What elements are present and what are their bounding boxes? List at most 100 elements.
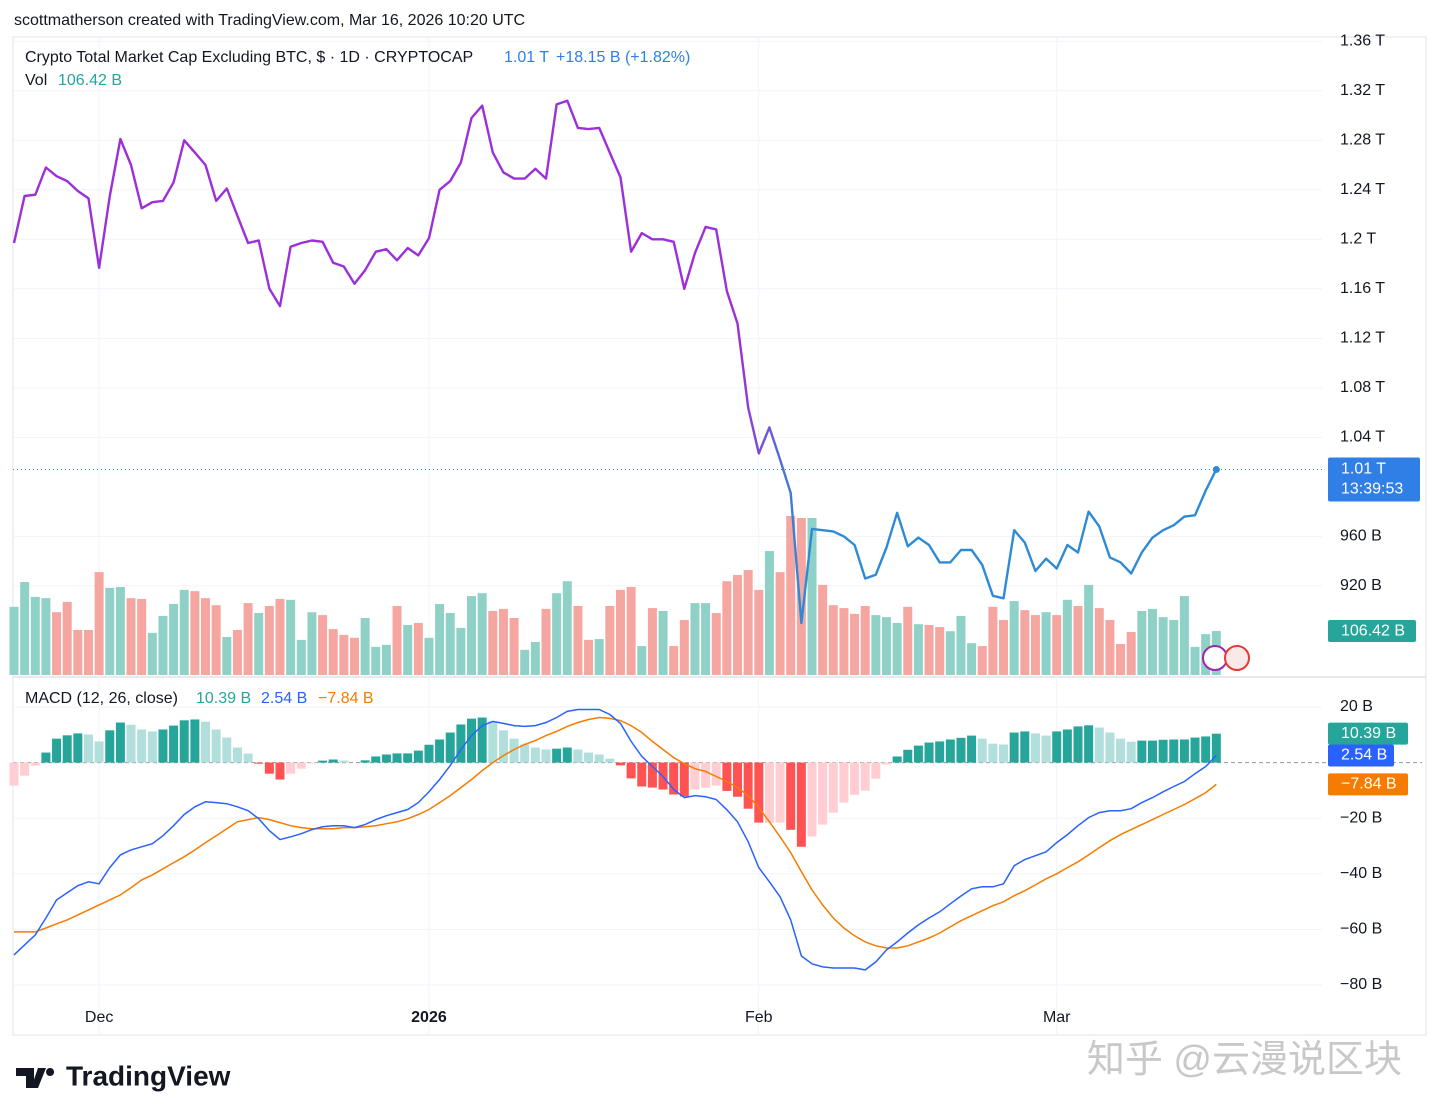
- volume-bar: [647, 608, 657, 675]
- volume-bar: [860, 606, 870, 675]
- histogram-bar: [445, 732, 455, 763]
- volume-bar: [424, 637, 434, 675]
- icon[interactable]: [1224, 645, 1250, 671]
- histogram-bar: [850, 762, 860, 795]
- histogram-bar: [264, 762, 274, 774]
- histogram-bar: [552, 748, 562, 763]
- last-price: 1.01 T: [504, 49, 549, 66]
- y-tick-label: 920 B: [1340, 577, 1382, 594]
- volume-bar: [1009, 601, 1019, 675]
- histogram-bar: [201, 721, 211, 763]
- header: scottmatherson created with TradingView.…: [14, 12, 525, 29]
- y-tick-label: 1.24 T: [1340, 181, 1385, 198]
- volume-bar: [1169, 620, 1179, 675]
- countdown: 13:39:53: [1341, 481, 1403, 498]
- logo-text[interactable]: TradingView: [66, 1060, 231, 1091]
- histogram-bar: [307, 762, 317, 764]
- volume-bar: [360, 617, 370, 675]
- volume-bar: [1126, 632, 1136, 675]
- logo-mark[interactable]: [16, 1068, 55, 1088]
- logo[interactable]: TradingView: [16, 1060, 231, 1091]
- volume-bar: [137, 598, 147, 675]
- volume-badge-bg: [1328, 620, 1416, 643]
- histogram-bar: [52, 738, 62, 763]
- histogram-bar: [647, 762, 657, 788]
- histogram-bar: [945, 739, 955, 763]
- icon[interactable]: [1202, 645, 1228, 671]
- histogram-bar: [520, 744, 530, 763]
- histogram-bar: [573, 749, 583, 763]
- histogram-bar: [328, 759, 338, 763]
- histogram-bar: [903, 749, 913, 763]
- volume-bar: [371, 646, 381, 675]
- volume-bar: [307, 612, 317, 675]
- volume-bar: [52, 612, 62, 675]
- change: +18.15 B (+1.82%): [556, 49, 690, 66]
- histogram-bar: [296, 762, 306, 769]
- histogram-bar: [83, 734, 93, 763]
- volume-bar: [871, 615, 881, 675]
- volume-bar: [850, 613, 860, 675]
- macd-badge-bg: [1328, 744, 1394, 767]
- volume-badge: 106.42 B: [1341, 622, 1405, 639]
- histogram-bar: [392, 753, 402, 763]
- histogram-bar: [424, 744, 434, 763]
- volume-bar: [530, 641, 540, 675]
- volume-bar: [1041, 612, 1051, 675]
- y-tick-label: −60 B: [1340, 921, 1382, 938]
- volume-bar: [467, 596, 477, 675]
- volume-bar: [222, 636, 232, 675]
- volume-bar: [73, 629, 83, 675]
- volume-bar: [62, 601, 72, 675]
- histogram-bar: [1211, 733, 1221, 763]
- histogram-bar: [626, 762, 636, 779]
- histogram-bar: [1030, 733, 1040, 763]
- event-icons[interactable]: [1202, 645, 1250, 671]
- histogram-bar: [977, 738, 987, 763]
- hist-last: 10.39 B: [196, 690, 251, 707]
- volume-bar: [605, 606, 615, 675]
- macd-title: MACD (12, 26, close): [25, 690, 178, 707]
- price-line: [12, 99, 1218, 625]
- histogram-bar: [243, 753, 253, 763]
- histogram-bar: [690, 762, 700, 790]
- histogram-bar: [211, 729, 221, 763]
- histogram-bar: [1073, 726, 1083, 763]
- histogram-bar: [807, 762, 817, 837]
- volume-bar: [1137, 610, 1147, 675]
- volume-bar: [796, 518, 806, 675]
- volume-bar: [988, 606, 998, 675]
- volume-bar: [1147, 608, 1157, 675]
- histogram-bar: [1084, 725, 1094, 763]
- volume-bar: [764, 551, 774, 675]
- histogram-bar: [733, 762, 743, 797]
- volume-bar: [637, 646, 647, 675]
- volume-bar: [190, 591, 200, 675]
- histogram-bar: [20, 762, 30, 776]
- volume-bar: [41, 598, 51, 675]
- volume-bar: [828, 605, 838, 675]
- volume-bar: [126, 598, 136, 675]
- histogram-bar: [9, 762, 19, 786]
- volume-bar: [147, 632, 157, 675]
- histogram-bar: [222, 737, 232, 763]
- volume-bar: [264, 606, 274, 675]
- histogram-bar: [105, 730, 115, 763]
- histogram-bar: [1020, 731, 1030, 763]
- histogram-bar: [584, 752, 594, 763]
- price-badge-bg: [1328, 457, 1420, 502]
- y-tick-label: 1.28 T: [1340, 131, 1385, 148]
- histogram-bar: [381, 754, 391, 763]
- volume-bar: [169, 603, 179, 675]
- volume-bar: [1073, 606, 1083, 675]
- histogram-bar: [1126, 741, 1136, 763]
- volume-bar: [328, 629, 338, 675]
- histogram-bar: [1052, 731, 1062, 763]
- histogram-bar: [594, 754, 604, 763]
- histogram-bar: [1190, 737, 1200, 763]
- volume-bar: [318, 615, 328, 675]
- volume-bar: [626, 587, 636, 675]
- histogram-bar: [956, 737, 966, 763]
- volume-bar: [924, 625, 934, 675]
